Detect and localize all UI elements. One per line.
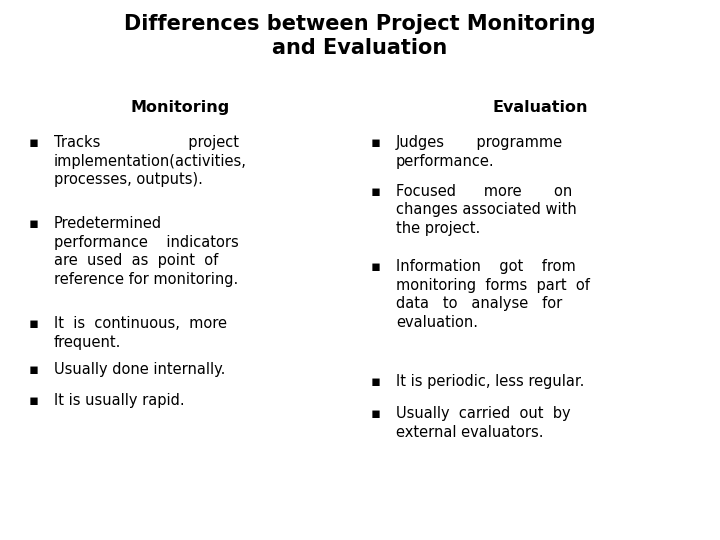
Text: Predetermined
performance    indicators
are  used  as  point  of
reference for m: Predetermined performance indicators are… xyxy=(54,216,239,287)
Text: ▪: ▪ xyxy=(371,406,381,421)
Text: Focused      more       on
changes associated with
the project.: Focused more on changes associated with … xyxy=(396,184,577,236)
Text: ▪: ▪ xyxy=(371,259,381,274)
Text: ▪: ▪ xyxy=(29,316,39,331)
Text: Differences between Project Monitoring
and Evaluation: Differences between Project Monitoring a… xyxy=(124,14,596,57)
Text: Judges       programme
performance.: Judges programme performance. xyxy=(396,135,563,168)
Text: It is usually rapid.: It is usually rapid. xyxy=(54,393,184,408)
Text: ▪: ▪ xyxy=(29,216,39,231)
Text: Tracks                   project
implementation(activities,
processes, outputs).: Tracks project implementation(activities… xyxy=(54,135,247,187)
Text: Monitoring: Monitoring xyxy=(130,100,230,115)
Text: Evaluation: Evaluation xyxy=(492,100,588,115)
Text: ▪: ▪ xyxy=(29,135,39,150)
Text: Usually done internally.: Usually done internally. xyxy=(54,362,225,377)
Text: It  is  continuous,  more
frequent.: It is continuous, more frequent. xyxy=(54,316,227,349)
Text: ▪: ▪ xyxy=(371,135,381,150)
Text: ▪: ▪ xyxy=(29,393,39,408)
Text: ▪: ▪ xyxy=(29,362,39,377)
Text: Information    got    from
monitoring  forms  part  of
data   to   analyse   for: Information got from monitoring forms pa… xyxy=(396,259,590,330)
Text: Usually  carried  out  by
external evaluators.: Usually carried out by external evaluato… xyxy=(396,406,571,440)
Text: ▪: ▪ xyxy=(371,184,381,199)
Text: ▪: ▪ xyxy=(371,374,381,389)
Text: It is periodic, less regular.: It is periodic, less regular. xyxy=(396,374,585,389)
